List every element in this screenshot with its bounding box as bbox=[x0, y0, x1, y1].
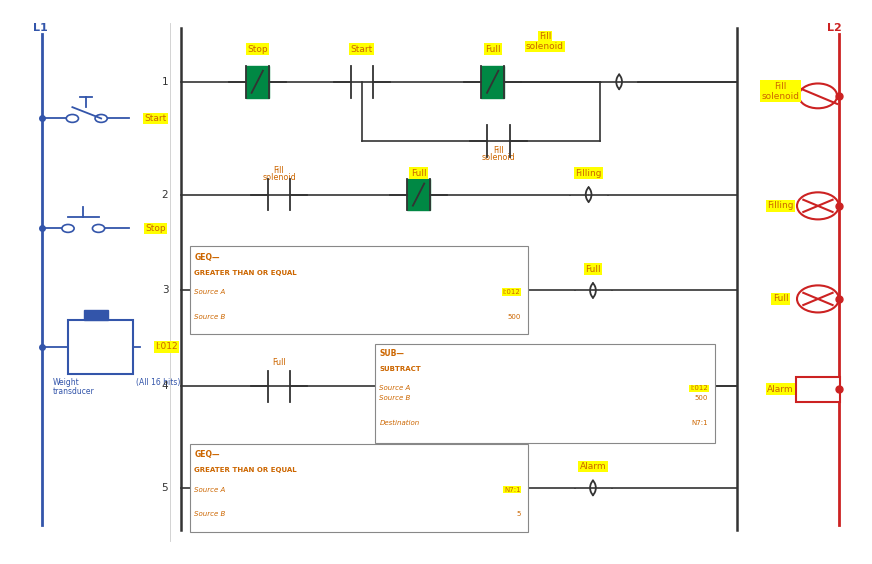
Text: 5: 5 bbox=[161, 483, 168, 493]
Text: Stop: Stop bbox=[145, 224, 166, 233]
Text: I:012: I:012 bbox=[691, 385, 708, 391]
Text: GEQ—: GEQ— bbox=[194, 450, 220, 459]
Text: Full: Full bbox=[773, 294, 788, 303]
Text: Start: Start bbox=[351, 45, 373, 54]
Text: Filling: Filling bbox=[576, 169, 602, 178]
Circle shape bbox=[797, 192, 839, 219]
Text: Source A: Source A bbox=[194, 289, 226, 295]
Text: Source B: Source B bbox=[194, 314, 226, 320]
Circle shape bbox=[62, 224, 74, 232]
Text: solenoid: solenoid bbox=[481, 153, 515, 162]
FancyBboxPatch shape bbox=[190, 444, 528, 532]
Text: L1: L1 bbox=[33, 23, 48, 33]
Text: Full: Full bbox=[485, 45, 501, 54]
Text: GREATER THAN OR EQUAL: GREATER THAN OR EQUAL bbox=[194, 467, 297, 473]
Text: transducer: transducer bbox=[52, 387, 94, 396]
Bar bbox=[407, 179, 430, 210]
Text: Fill: Fill bbox=[539, 33, 551, 42]
Circle shape bbox=[66, 114, 78, 122]
FancyBboxPatch shape bbox=[68, 320, 133, 374]
Bar bbox=[84, 310, 108, 320]
FancyBboxPatch shape bbox=[796, 377, 840, 402]
Text: solenoid: solenoid bbox=[526, 42, 564, 51]
Bar bbox=[246, 66, 269, 98]
Circle shape bbox=[799, 83, 837, 108]
Circle shape bbox=[95, 114, 107, 122]
Text: 500: 500 bbox=[695, 395, 708, 402]
Text: 3: 3 bbox=[161, 285, 168, 296]
Text: Stop: Stop bbox=[247, 45, 268, 54]
Text: Fill: Fill bbox=[274, 166, 284, 175]
Text: Destination: Destination bbox=[379, 420, 419, 426]
FancyBboxPatch shape bbox=[190, 246, 528, 334]
Text: I:012: I:012 bbox=[503, 289, 521, 295]
Text: Weight: Weight bbox=[52, 378, 79, 387]
Text: N7:1: N7:1 bbox=[691, 420, 708, 426]
Text: (All 16 bits): (All 16 bits) bbox=[136, 378, 181, 387]
Text: Source B: Source B bbox=[379, 395, 411, 402]
Text: Source A: Source A bbox=[379, 385, 411, 391]
Text: SUB—: SUB— bbox=[379, 350, 405, 358]
Text: L2: L2 bbox=[828, 23, 841, 33]
Text: Full: Full bbox=[585, 265, 601, 274]
Text: N7:1: N7:1 bbox=[504, 487, 521, 492]
Text: GEQ—: GEQ— bbox=[194, 253, 220, 262]
Bar bbox=[481, 66, 504, 98]
Text: Alarm: Alarm bbox=[580, 462, 606, 471]
Text: Full: Full bbox=[272, 358, 286, 367]
Text: Source B: Source B bbox=[194, 511, 226, 517]
Text: 5: 5 bbox=[516, 511, 521, 517]
Text: Full: Full bbox=[411, 169, 426, 178]
Text: 2: 2 bbox=[161, 190, 168, 200]
FancyBboxPatch shape bbox=[375, 344, 715, 443]
Text: I:012: I:012 bbox=[155, 342, 178, 351]
Circle shape bbox=[797, 285, 839, 312]
Text: 4: 4 bbox=[161, 381, 168, 391]
Text: Filling: Filling bbox=[767, 201, 794, 210]
Text: Fill
solenoid: Fill solenoid bbox=[761, 82, 800, 101]
Text: GREATER THAN OR EQUAL: GREATER THAN OR EQUAL bbox=[194, 270, 297, 276]
Text: SUBTRACT: SUBTRACT bbox=[379, 365, 421, 372]
Circle shape bbox=[92, 224, 105, 232]
Text: solenoid: solenoid bbox=[262, 173, 296, 182]
Text: 1: 1 bbox=[161, 77, 168, 87]
Text: Fill: Fill bbox=[493, 147, 504, 156]
Text: Source A: Source A bbox=[194, 487, 226, 492]
Text: Start: Start bbox=[144, 114, 167, 123]
Text: 500: 500 bbox=[508, 314, 521, 320]
Text: Alarm: Alarm bbox=[767, 385, 794, 394]
